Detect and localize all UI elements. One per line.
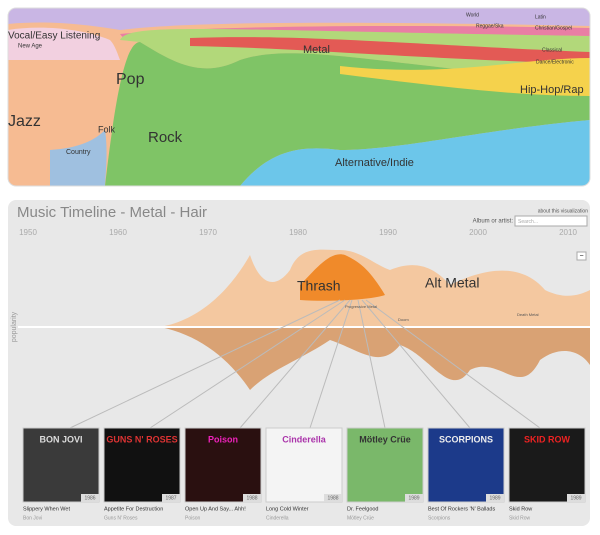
year-badge (486, 494, 504, 502)
year-badge (405, 494, 423, 502)
cover-text: GUNS N' ROSES (106, 434, 177, 444)
genre-streamgraph (8, 8, 590, 186)
year-badge (567, 494, 585, 502)
genre-label: Jazz (8, 113, 41, 130)
album-artist: Mötley Crüe (347, 515, 374, 521)
album-cover (427, 427, 505, 503)
album-title: Open Up And Say... Ahh! (185, 506, 246, 512)
album-year: 1988 (246, 495, 257, 501)
album-artist: Poison (185, 515, 201, 521)
cover-text: SCORPIONS (439, 434, 493, 444)
stream-hiphop (340, 58, 590, 96)
stream-label: Thrash (297, 278, 341, 294)
album-year: 1987 (165, 495, 176, 501)
album-title: Skid Row (509, 506, 532, 512)
cover-text: Cinderella (282, 434, 327, 444)
stream-label: Death Metal (517, 312, 539, 317)
album-title: Best Of Rockers 'N' Ballads (428, 506, 495, 512)
year-label: 2010 (559, 228, 577, 237)
stream-label: Alt Metal (425, 275, 479, 291)
about-link[interactable]: about this visualization (538, 208, 589, 214)
genre-label: Classical (542, 47, 562, 53)
album[interactable]: Mötley Crüe 1989 Dr. Feelgood Mötley Crüe (346, 427, 424, 521)
album[interactable]: SCORPIONS 1989 Best Of Rockers 'N' Ballads… (427, 427, 505, 521)
stream-label: Doom (398, 317, 409, 322)
genre-label: Pop (116, 71, 145, 88)
album-year: 1988 (327, 495, 338, 501)
stream-vocal (8, 27, 120, 61)
year-badge (243, 494, 261, 502)
year-label: 1980 (289, 228, 307, 237)
album-year: 1989 (489, 495, 500, 501)
year-badge (81, 494, 99, 502)
y-axis-label: popularity (11, 311, 18, 342)
stream-lower (160, 327, 590, 390)
album-year: 1989 (408, 495, 419, 501)
year-label: 2000 (469, 228, 487, 237)
genre-label: Folk (98, 124, 116, 134)
cover-text: Mötley Crüe (359, 434, 411, 444)
stream-hair (300, 254, 385, 301)
genre-label: Dance/Electronic (536, 59, 574, 65)
stream-top (8, 8, 590, 30)
collapse-button[interactable] (576, 251, 587, 261)
album-artist: Scorpions (428, 515, 451, 521)
album-cover (184, 427, 262, 503)
search-placeholder[interactable]: Search... (518, 219, 538, 225)
genre-label: Hip-Hop/Rap (520, 84, 584, 96)
album-connectors (69, 299, 541, 429)
album-title: Appetite For Destruction (104, 506, 163, 512)
genre-label: Reggae/Ska (476, 23, 504, 29)
album-cover (346, 427, 424, 503)
genre-label: Country (66, 149, 91, 156)
album-artist: Bon Jovi (23, 515, 42, 521)
cover-text: SKID ROW (524, 434, 571, 444)
genre-label: Rock (148, 129, 183, 146)
album-cover (22, 427, 100, 503)
year-label: 1990 (379, 228, 397, 237)
album-title: Long Cold Winter (266, 506, 309, 512)
album-artist: Guns N' Roses (104, 515, 138, 521)
genre-label: Vocal/Easy Listening (8, 31, 100, 42)
album-year: 1986 (84, 495, 95, 501)
year-label: 1950 (19, 228, 37, 237)
album[interactable]: SKID ROW 1989 Skid Row Skid Row (508, 427, 586, 521)
cover-text: Poison (208, 434, 238, 444)
genre-label: Alternative/Indie (335, 157, 414, 169)
album-title: Slippery When Wet (23, 506, 70, 512)
panel-title: Music Timeline - Metal - Hair (17, 204, 207, 221)
search-input[interactable] (514, 215, 588, 227)
hair-streamgraph (18, 249, 590, 429)
album-cover (103, 427, 181, 503)
genre-label: New Age (18, 44, 43, 50)
year-badge (162, 494, 180, 502)
stream-alternative (240, 120, 590, 186)
album[interactable]: Cinderella 1988 Long Cold Winter Cinderella (265, 427, 343, 521)
top-panel-border (7, 7, 591, 187)
year-badge (324, 494, 342, 502)
album-cover (508, 427, 586, 503)
album-year: 1989 (570, 495, 581, 501)
genre-label: Latin (535, 14, 546, 20)
cover-text: BON JOVI (39, 434, 82, 444)
stream-metal (190, 37, 590, 64)
genre-label: Metal (303, 44, 330, 56)
album-artist: Cinderella (266, 515, 289, 521)
album-title: Dr. Feelgood (347, 506, 379, 512)
album-artist: Skid Row (509, 515, 531, 521)
year-label: 1970 (199, 228, 217, 237)
genre-label: World (466, 12, 479, 18)
album[interactable]: BON JOVI 1986 Slippery When Wet Bon Jovi (22, 427, 100, 521)
album-cover (265, 427, 343, 503)
collapse-button-text[interactable]: − (579, 253, 583, 260)
stream-label: Progressive Metal (345, 304, 377, 309)
search-label: Album or artist: (473, 219, 514, 225)
year-label: 1960 (109, 228, 127, 237)
stream-folk (50, 130, 107, 186)
genre-label: Christian/Gospel (535, 25, 572, 31)
